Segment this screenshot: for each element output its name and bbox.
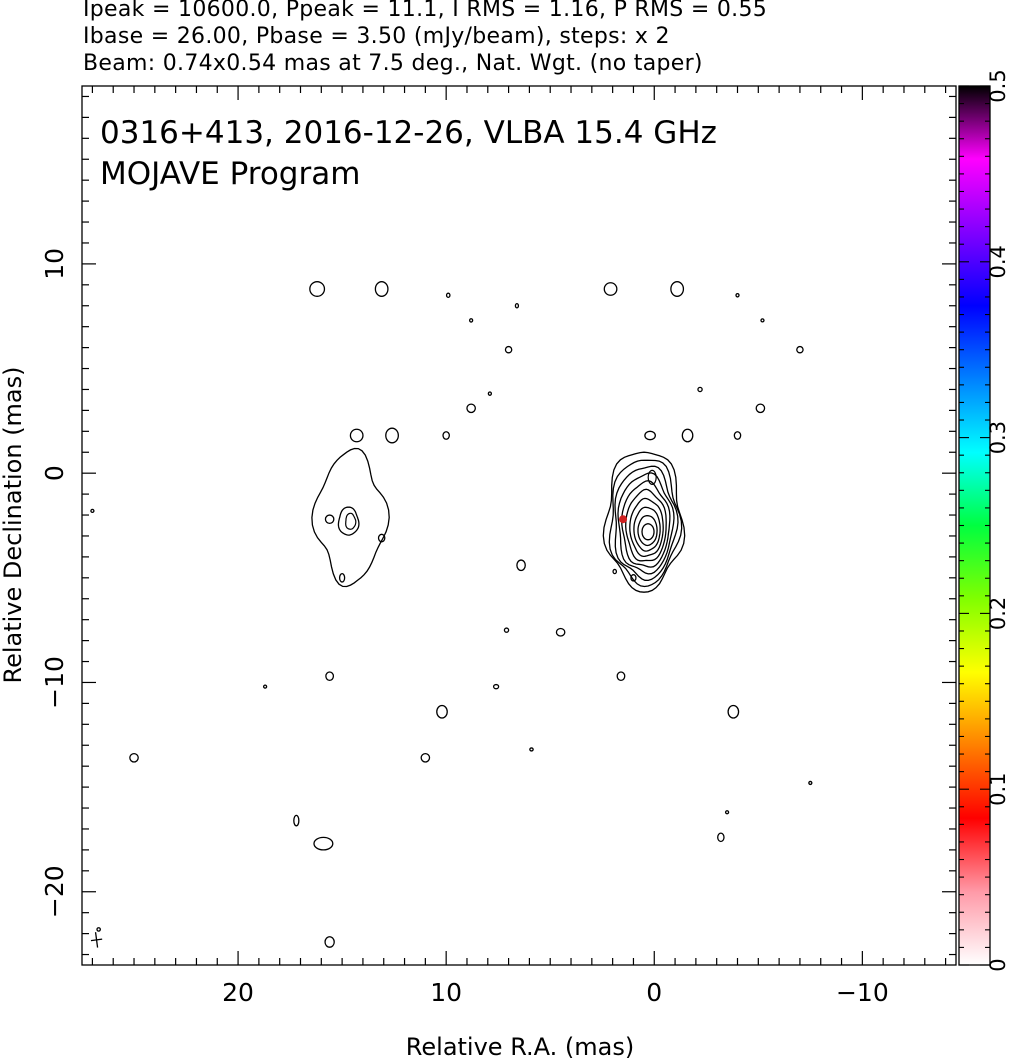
noise-contour [733, 431, 742, 440]
noise-contour [445, 292, 451, 299]
noise-contour [385, 427, 399, 444]
noise-contour [374, 281, 389, 297]
plot-title: 0316+413, 2016-12-26, VLBA 15.4 GHz [100, 115, 717, 151]
noise-contour [262, 684, 268, 689]
noise-contour [442, 431, 450, 440]
core-contour [602, 451, 686, 593]
noise-contour [697, 386, 703, 393]
noise-contour [612, 568, 618, 575]
header-line-peak: Ipeak = 10600.0, Ppeak = 11.1, I RMS = 1… [83, 0, 768, 22]
colorbar-tick-label: 0.2 [986, 597, 1010, 630]
plot-header: Ipeak = 10600.0, Ppeak = 11.1, I RMS = 1… [83, 0, 983, 77]
noise-contour [644, 430, 656, 441]
colorbar-ramp [958, 85, 991, 966]
noise-contour [603, 282, 618, 296]
noise-contour [504, 345, 513, 354]
header-line-base: Ibase = 26.00, Pbase = 3.50 (mJy/beam), … [83, 24, 670, 49]
colorbar-tick-label: 0.4 [986, 245, 1010, 278]
plot-frame [81, 85, 957, 966]
noise-contour [670, 281, 685, 297]
y-tick-label: −10 [40, 656, 69, 709]
core-contour [647, 469, 657, 485]
colorbar-tick-label: 0.1 [986, 772, 1010, 805]
noise-contour [466, 403, 476, 414]
noise-contour [324, 936, 335, 948]
noise-contour [96, 927, 101, 932]
noise-contour [309, 281, 326, 297]
noise-contour [514, 303, 520, 309]
noise-contour [325, 671, 335, 682]
core-contour [621, 480, 671, 568]
x-tick-label: −10 [836, 978, 889, 1007]
x-tick-label: 10 [430, 978, 462, 1007]
header-line-beam: Beam: 0.74x0.54 mas at 7.5 deg., Nat. Wg… [83, 51, 703, 76]
noise-contour [313, 836, 334, 851]
noise-contour [727, 704, 740, 719]
x-tick-label: 0 [646, 978, 662, 1007]
noise-contour [436, 704, 448, 719]
noise-contour [755, 403, 766, 414]
counterjet-contour [337, 506, 360, 536]
noise-contour [630, 574, 637, 582]
noise-contour [681, 428, 694, 443]
axes-frame [81, 85, 957, 966]
y-tick-label: 0 [40, 465, 69, 481]
y-axis-label: Relative Declination (mas) [0, 366, 27, 683]
noise-contour [555, 627, 566, 637]
noise-contour [90, 508, 95, 514]
core-contour [614, 465, 679, 582]
colorbar: 0 0.1 0.2 0.3 0.4 0.5 [958, 69, 1010, 972]
noise-contour [349, 428, 364, 443]
counterjet-contour [345, 512, 357, 530]
noise-contour [324, 514, 335, 525]
colorbar-tick-label: 0.5 [986, 69, 1010, 102]
axis-ticks: 20 10 0 −10 10 0 −10 −20 [40, 86, 956, 1007]
noise-contour [492, 683, 500, 690]
noise-contour [487, 391, 493, 396]
noise-contour [420, 752, 431, 763]
counterjet-contours [311, 447, 390, 588]
colorbar-tick-label: 0 [986, 958, 1010, 971]
noise-islands [90, 281, 813, 948]
noise-contour [377, 533, 386, 543]
noise-contour [468, 318, 474, 323]
core-contour [629, 497, 664, 558]
noise-contour [724, 810, 730, 815]
noise-contour [616, 671, 626, 682]
noise-contour [808, 780, 813, 786]
counterjet-contour [311, 447, 390, 588]
colorbar-tick-label: 0.3 [986, 421, 1010, 454]
core-contour [608, 459, 683, 588]
core-contour [617, 472, 675, 575]
x-axis-label: Relative R.A. (mas) [406, 1033, 634, 1060]
noise-contour [760, 318, 765, 323]
noise-contour [129, 752, 139, 763]
plot-subtitle: MOJAVE Program [100, 156, 360, 192]
core-contour [641, 523, 655, 541]
core-contours [602, 451, 686, 593]
noise-contour [503, 627, 510, 633]
core-contour [637, 515, 658, 547]
noise-contour [516, 559, 526, 572]
y-tick-label: 10 [40, 248, 69, 280]
noise-contour [735, 292, 740, 298]
noise-contour [796, 345, 804, 354]
noise-contour [529, 747, 534, 752]
y-tick-label: −20 [40, 865, 69, 918]
noise-contour [293, 814, 300, 827]
noise-contour [717, 832, 725, 843]
noise-contour [338, 572, 346, 583]
polarization-peak [619, 515, 628, 524]
x-tick-label: 20 [222, 978, 254, 1007]
beam-marker [90, 932, 103, 948]
core-contour [633, 506, 661, 552]
core-contour [625, 488, 667, 562]
